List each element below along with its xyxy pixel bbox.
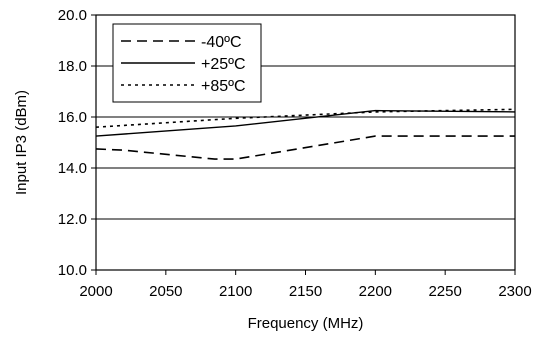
y-tick-label: 12.0	[58, 211, 87, 228]
series-line-2	[95, 109, 516, 137]
axis-ticks: 10.0 12.0 14.0 16.0 18.0 20.0 2000 2050 2100 2150…	[58, 7, 532, 300]
x-tick-label: 2300	[498, 283, 531, 300]
x-axis-title: Frequency (MHz)	[248, 315, 364, 332]
y-tick-label: 14.0	[58, 160, 87, 177]
legend-label-3: +85ºC	[201, 78, 246, 95]
legend: -40ºC +25ºC +85ºC	[112, 23, 262, 103]
y-tick-label: 10.0	[58, 262, 87, 279]
legend-label-2: +25ºC	[201, 56, 246, 73]
y-tick-label: 16.0	[58, 109, 87, 126]
y-tick-label: 20.0	[58, 7, 87, 24]
x-tick-label: 2250	[428, 283, 461, 300]
series-lines	[95, 108, 516, 160]
x-tick-label: 2000	[79, 283, 112, 300]
legend-label-1: -40ºC	[201, 34, 242, 51]
series-line-1	[95, 135, 515, 160]
y-axis-title: Input IP3 (dBm)	[13, 90, 30, 195]
x-tick-label: 2050	[149, 283, 182, 300]
x-tick-label: 2200	[359, 283, 392, 300]
x-tick-label: 2150	[289, 283, 322, 300]
x-tick-label: 2100	[219, 283, 252, 300]
y-tick-label: 18.0	[58, 58, 87, 75]
